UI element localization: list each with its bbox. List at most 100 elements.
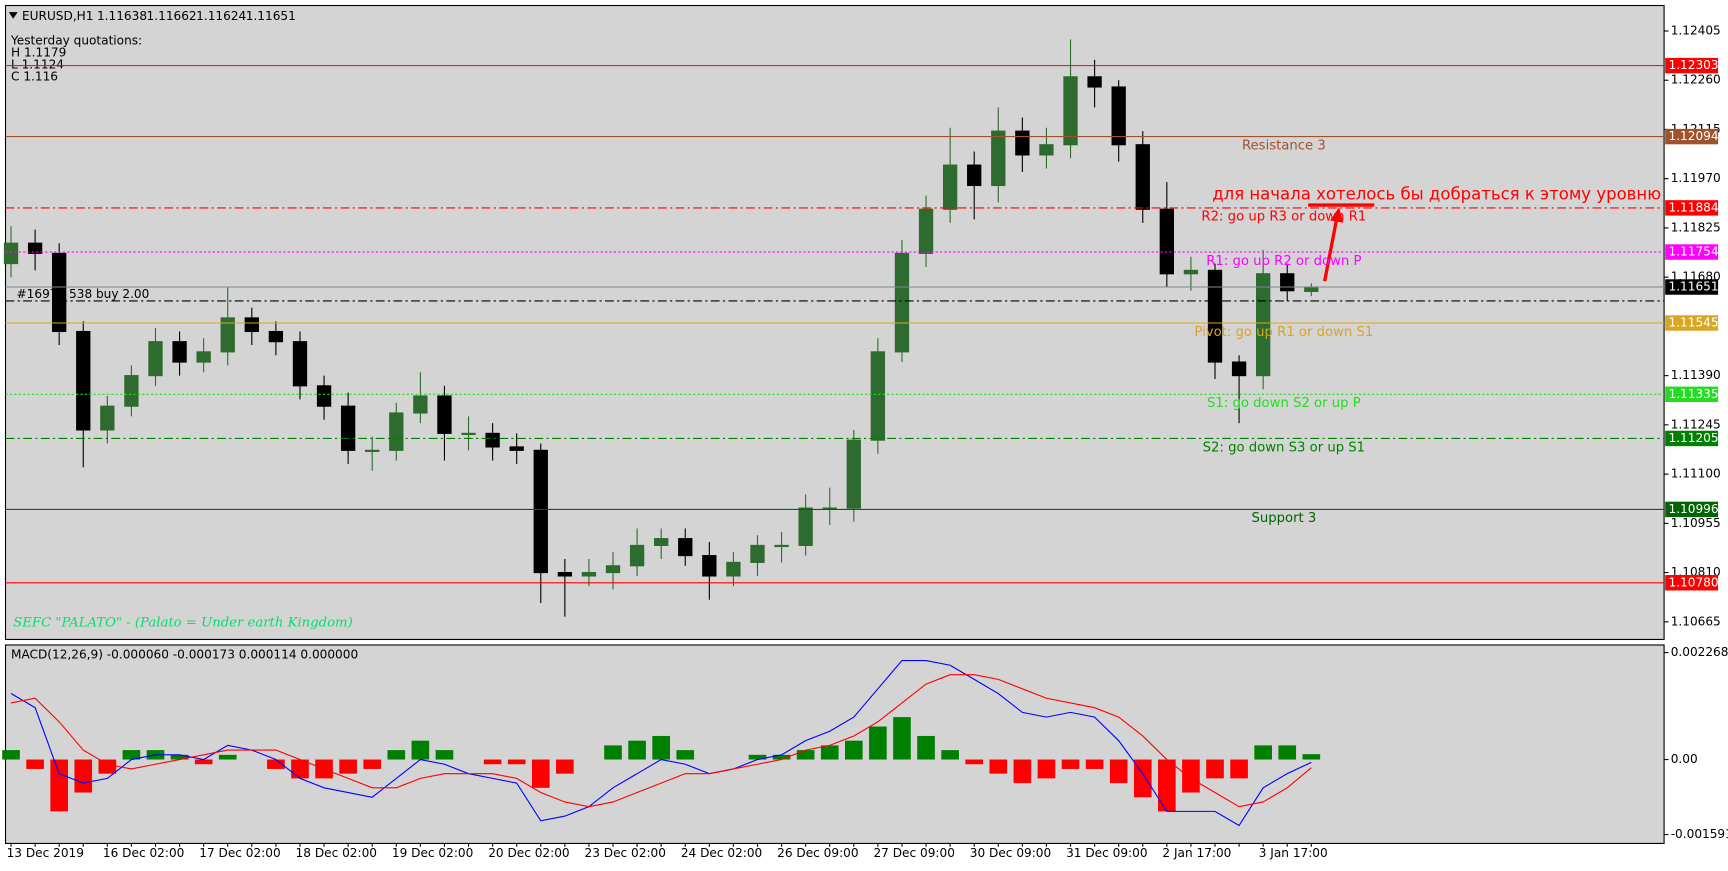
- candle-body: [196, 351, 211, 363]
- macd-bar: [1061, 759, 1080, 769]
- candle-body: [605, 565, 621, 574]
- price-box-label: 1.11884: [1668, 200, 1718, 214]
- macd-bar: [1278, 745, 1297, 760]
- macd-bar: [1206, 759, 1224, 779]
- macd-bar: [604, 745, 622, 760]
- candle-body: [557, 572, 573, 577]
- candle-body: [1231, 361, 1247, 377]
- candle-body: [340, 405, 356, 451]
- candle-body: [1063, 76, 1078, 146]
- candle-body: [3, 242, 19, 265]
- y-tick-label: 1.10955: [1671, 516, 1721, 530]
- candle-body: [967, 164, 982, 187]
- quote-open: 1.11638: [97, 9, 147, 23]
- macd-bar: [291, 759, 309, 779]
- price-box-label: 1.11754: [1668, 245, 1718, 259]
- symbol-menu[interactable]: [8, 12, 18, 19]
- macd-bar: [796, 750, 815, 760]
- macd-bar: [122, 750, 141, 760]
- candle-body: [678, 538, 693, 557]
- macd-bar: [965, 759, 984, 765]
- x-tick-label: 13 Dec 2019: [7, 846, 84, 860]
- x-tick-label: 27 Dec 09:00: [873, 846, 954, 860]
- macd-bar: [676, 750, 695, 760]
- price-box: [1665, 244, 1719, 260]
- y-tick-label: 1.11825: [1671, 220, 1721, 234]
- price-box: [1665, 501, 1719, 518]
- level-label: R1: go up R2 or down P: [1206, 254, 1361, 269]
- macd-bar: [989, 759, 1008, 774]
- macd-bar: [1158, 759, 1176, 812]
- macd-bar: [869, 726, 887, 760]
- macd-bar: [820, 745, 839, 760]
- price-box-label: 1.12094: [1668, 129, 1718, 143]
- candle-body: [942, 164, 958, 210]
- macd-bar: [267, 759, 285, 769]
- annotation-arrow: [1323, 217, 1339, 282]
- candle-body: [1280, 273, 1295, 292]
- price-box-label: 1.11205: [1668, 431, 1718, 445]
- x-tick-label: 3 Jan 17:00: [1259, 846, 1328, 860]
- x-tick-label: 31 Dec 09:00: [1066, 846, 1147, 860]
- candle-body: [1135, 144, 1150, 210]
- quote-low: 1.11624: [196, 9, 246, 23]
- macd-bar: [1037, 759, 1056, 779]
- candle-body: [100, 405, 115, 431]
- macd-bar: [170, 754, 189, 760]
- candle-body: [846, 439, 861, 509]
- x-tick-label: 24 Dec 02:00: [681, 846, 762, 860]
- macd-bar: [941, 750, 959, 760]
- candle-body: [581, 572, 597, 577]
- macd-bar: [1085, 759, 1104, 769]
- y-tick-label: 1.11970: [1671, 171, 1721, 185]
- x-tick-label: 19 Dec 02:00: [392, 846, 473, 860]
- candle-body: [124, 375, 139, 407]
- price-box: [1665, 279, 1719, 295]
- candle-body: [220, 317, 235, 353]
- candle-body: [172, 341, 187, 363]
- candle-body: [726, 561, 741, 577]
- macd-bar: [531, 759, 550, 788]
- price-box-label: 1.12303: [1668, 58, 1718, 72]
- info-line: L 1.1124: [11, 58, 64, 72]
- price-box: [1665, 386, 1719, 403]
- x-tick-label: 23 Dec 02:00: [585, 846, 666, 860]
- candle-body: [1039, 144, 1054, 156]
- quote-high: 1.11662: [147, 9, 197, 23]
- plot-layer: 1.124051.122601.121151.119701.118251.116…: [2, 23, 1728, 860]
- macd-bar: [1254, 745, 1272, 760]
- macd-bar: [917, 735, 935, 760]
- y-tick-label: 1.11100: [1671, 467, 1721, 481]
- price-box-label: 1.11335: [1668, 387, 1718, 401]
- candle-body: [918, 208, 934, 254]
- macd-bar: [26, 759, 44, 769]
- macd-bar: [556, 759, 574, 774]
- candle-body: [27, 242, 43, 254]
- annotation: для начала хотелось бы добраться к этому…: [1212, 185, 1661, 204]
- y-tick-label: 1.10665: [1671, 614, 1721, 628]
- y-tick-label: 1.11245: [1671, 417, 1721, 431]
- candle-body: [1183, 269, 1199, 275]
- candle-body: [292, 341, 308, 387]
- candle-body: [894, 252, 910, 353]
- price-box: [1665, 200, 1719, 216]
- y-tick-label: 0.00: [1671, 752, 1698, 766]
- candle-body: [1207, 269, 1223, 363]
- macd-bar: [2, 750, 20, 760]
- price-box-label: 1.10996: [1668, 502, 1718, 516]
- candle-body: [1111, 86, 1126, 146]
- candle-body: [629, 544, 645, 567]
- macd-bar: [98, 759, 117, 774]
- macd-bar: [411, 740, 430, 760]
- level-label: S1: go down S2 or up P: [1207, 396, 1361, 411]
- price-box: [1665, 315, 1719, 331]
- macd-bar: [748, 754, 767, 760]
- candle-body: [533, 449, 548, 574]
- x-tick-label: 2 Jan 17:00: [1162, 846, 1231, 860]
- candle-body: [1015, 130, 1030, 156]
- macd-bar: [50, 759, 68, 812]
- price-box: [1665, 430, 1719, 447]
- price-box-label: 1.11651: [1668, 280, 1718, 294]
- x-tick-label: 26 Dec 09:00: [777, 846, 858, 860]
